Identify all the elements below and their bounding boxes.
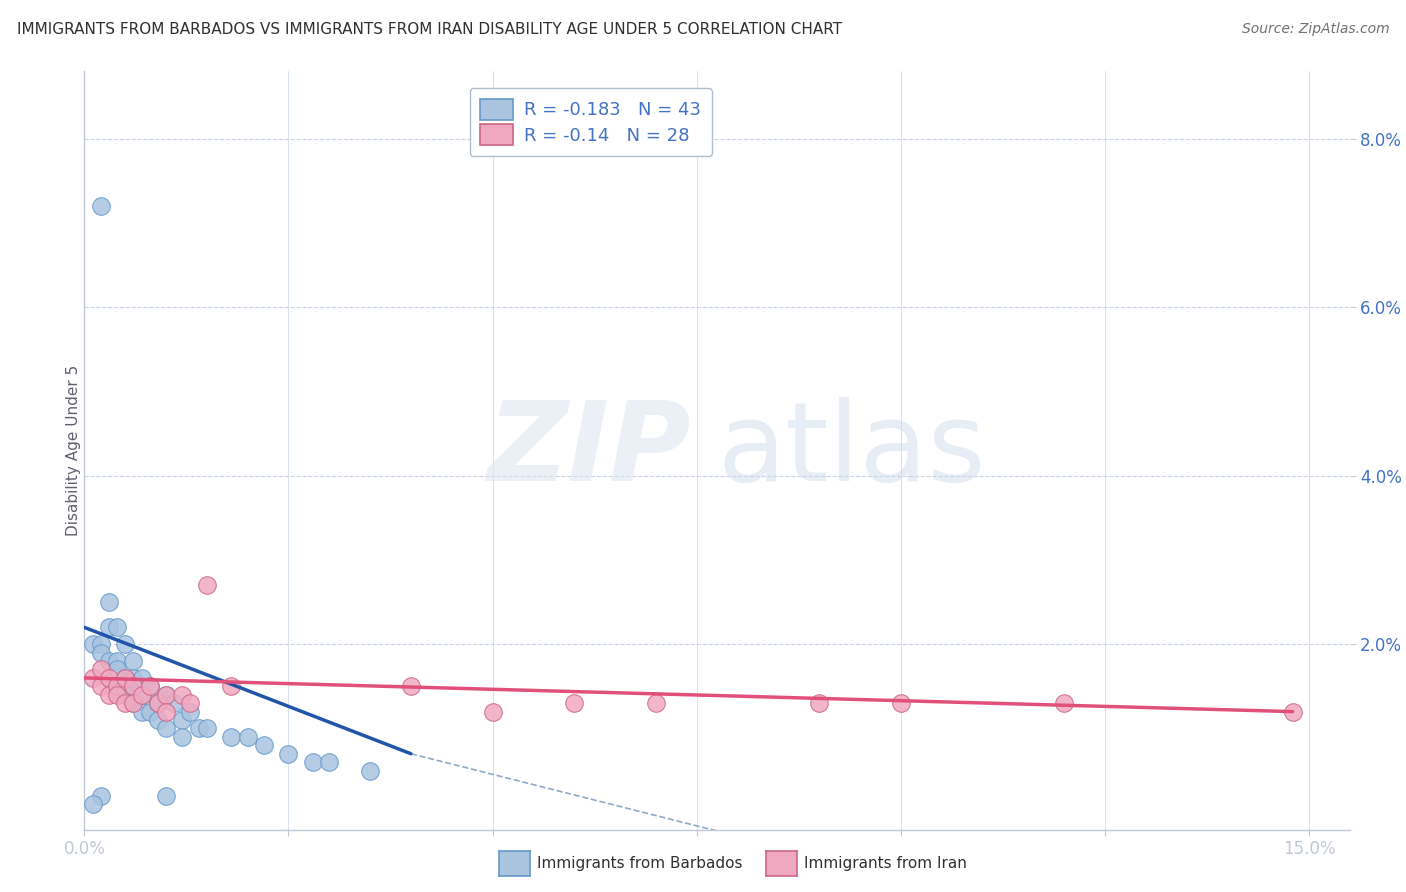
Point	[114, 696, 136, 710]
Point	[138, 705, 160, 719]
Point	[114, 671, 136, 685]
Point	[131, 671, 153, 685]
Point	[172, 713, 194, 727]
Point	[82, 637, 104, 651]
Point	[131, 688, 153, 702]
Point	[90, 663, 112, 677]
Point	[221, 730, 243, 744]
Point	[131, 705, 153, 719]
Point	[172, 730, 194, 744]
Point	[481, 705, 503, 719]
Point	[808, 696, 831, 710]
Point	[1053, 696, 1076, 710]
Point	[82, 797, 104, 812]
Point	[90, 199, 112, 213]
Text: Source: ZipAtlas.com: Source: ZipAtlas.com	[1241, 22, 1389, 37]
Legend: R = -0.183   N = 43, R = -0.14   N = 28: R = -0.183 N = 43, R = -0.14 N = 28	[470, 88, 711, 156]
Text: Immigrants from Barbados: Immigrants from Barbados	[537, 856, 742, 871]
Point	[82, 671, 104, 685]
Point	[138, 679, 160, 693]
Point	[253, 739, 276, 753]
Point	[97, 620, 120, 634]
Text: atlas: atlas	[717, 397, 986, 504]
Point	[114, 688, 136, 702]
Point	[302, 755, 325, 769]
Point	[105, 654, 128, 668]
Point	[90, 646, 112, 660]
Point	[97, 671, 120, 685]
Point	[179, 705, 201, 719]
Point	[236, 730, 259, 744]
Point	[97, 595, 120, 609]
Point	[644, 696, 666, 710]
Point	[155, 722, 177, 736]
Point	[105, 679, 128, 693]
Point	[114, 679, 136, 693]
Point	[105, 688, 128, 702]
Point	[359, 764, 381, 778]
Point	[90, 679, 112, 693]
Text: Immigrants from Iran: Immigrants from Iran	[804, 856, 967, 871]
Point	[562, 696, 585, 710]
Point	[155, 789, 177, 803]
Point	[187, 722, 209, 736]
Point	[122, 696, 145, 710]
Point	[114, 637, 136, 651]
Point	[318, 755, 340, 769]
Point	[105, 620, 128, 634]
Point	[146, 696, 169, 710]
Text: ZIP: ZIP	[488, 397, 692, 504]
Point	[195, 722, 218, 736]
Point	[1281, 705, 1303, 719]
Point	[97, 654, 120, 668]
Point	[146, 713, 169, 727]
Point	[122, 696, 145, 710]
Point	[131, 688, 153, 702]
Point	[90, 637, 112, 651]
Y-axis label: Disability Age Under 5: Disability Age Under 5	[66, 365, 80, 536]
Point	[155, 688, 177, 702]
Point	[122, 679, 145, 693]
Point	[277, 747, 299, 761]
Point	[221, 679, 243, 693]
Point	[114, 671, 136, 685]
Text: IMMIGRANTS FROM BARBADOS VS IMMIGRANTS FROM IRAN DISABILITY AGE UNDER 5 CORRELAT: IMMIGRANTS FROM BARBADOS VS IMMIGRANTS F…	[17, 22, 842, 37]
Point	[399, 679, 422, 693]
Point	[97, 688, 120, 702]
Point	[172, 688, 194, 702]
Point	[90, 789, 112, 803]
Point	[122, 654, 145, 668]
Point	[105, 679, 128, 693]
Point	[122, 671, 145, 685]
Point	[195, 578, 218, 592]
Point	[138, 679, 160, 693]
Point	[163, 696, 186, 710]
Point	[155, 705, 177, 719]
Point	[890, 696, 912, 710]
Point	[105, 663, 128, 677]
Point	[155, 688, 177, 702]
Point	[146, 696, 169, 710]
Point	[179, 696, 201, 710]
